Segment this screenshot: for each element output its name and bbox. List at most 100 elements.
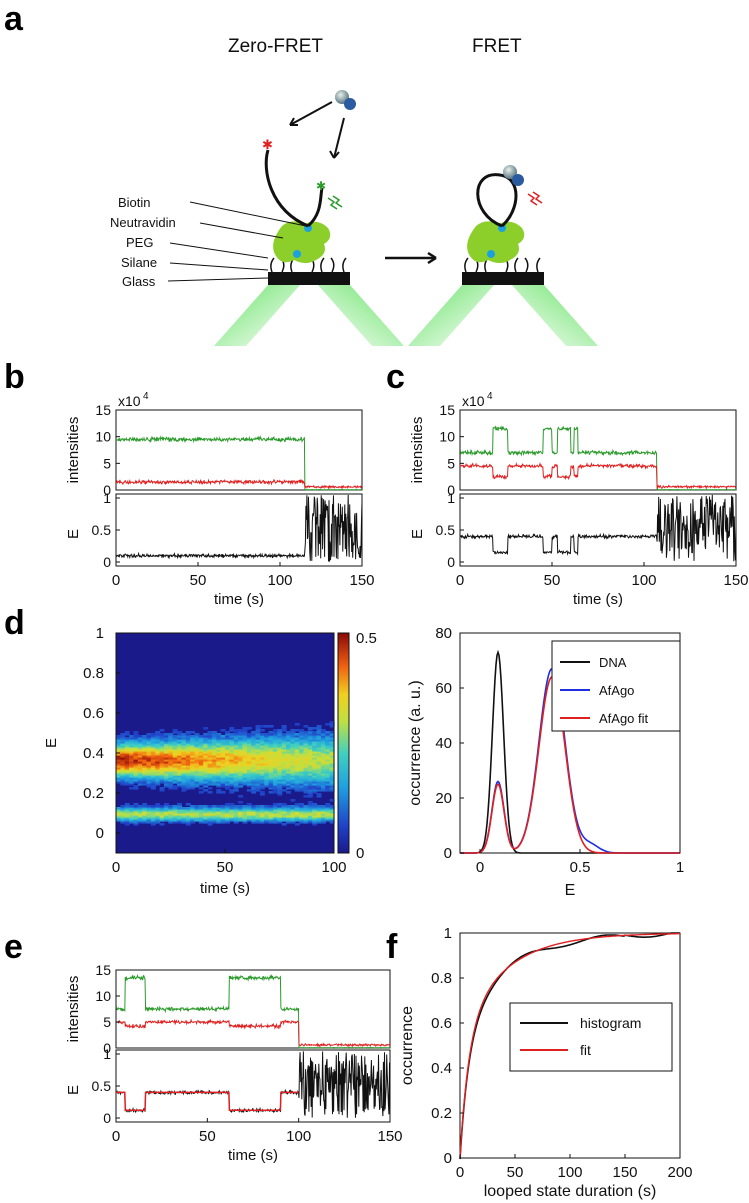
heatmap-cell	[124, 781, 130, 784]
heatmap-cell	[259, 779, 265, 782]
heatmap-cell	[264, 807, 270, 810]
heatmap-cell	[163, 819, 169, 822]
heatmap-cell	[190, 761, 196, 764]
heatmap-cell	[120, 805, 126, 808]
heatmap-cell	[264, 785, 270, 788]
heatmap-cell	[216, 809, 222, 812]
heatmap-cell	[150, 821, 156, 824]
heatmap-cell	[220, 755, 226, 758]
heatmap-cell	[325, 813, 331, 816]
heatmap-cell	[281, 771, 287, 774]
heatmap-cell	[159, 749, 165, 752]
heatmap-cell	[233, 821, 239, 824]
heatmap-cell	[181, 743, 187, 746]
heatmap-cell	[299, 761, 305, 764]
heatmap-cell	[307, 811, 313, 814]
heatmap-cell	[150, 745, 156, 748]
heatmap-cell	[255, 727, 261, 730]
heatmap-cell	[198, 747, 204, 750]
cdf-x-ticklabel-1: 50	[507, 1164, 524, 1181]
heatmap-cell	[307, 819, 313, 822]
cdf-x-ticklabel-2: 100	[557, 1164, 582, 1181]
heatmap-cell	[229, 785, 235, 788]
heatmap-cell	[329, 775, 335, 778]
heatmap-cell	[124, 821, 130, 824]
heatmap-cell	[307, 785, 313, 788]
heatmap-cell	[159, 733, 165, 736]
heatmap-cell	[146, 769, 152, 772]
heatmap-cell	[172, 775, 178, 778]
heatmap-cell	[116, 771, 121, 774]
heatmap-cell	[155, 819, 161, 822]
heatmap-cell	[207, 759, 213, 762]
heatmap-cell	[142, 783, 148, 786]
heatmap-cell	[177, 743, 182, 746]
trace-b-intensity-ylabel: intensities	[65, 417, 82, 484]
heatmap-cell	[181, 815, 187, 818]
heatmap-cell	[124, 745, 130, 748]
heatmap-cell	[307, 745, 313, 748]
heatmap-cell	[233, 737, 239, 740]
heatmap-cell	[290, 781, 296, 784]
heatmap-cell	[194, 765, 200, 768]
cdf-xlabel: looped state duration (s)	[484, 1183, 657, 1200]
heatmap-cell	[155, 769, 161, 772]
heatmap-cell	[142, 735, 148, 738]
heatmap-cell	[264, 759, 270, 762]
heatmap-cell	[203, 807, 209, 810]
heatmap-cell	[155, 815, 161, 818]
heatmap-cell	[177, 821, 182, 824]
heatmap-cell	[185, 753, 191, 756]
heatmap-cell	[116, 757, 121, 760]
trace-c-intensity-y-ticklabel-0: 0	[447, 482, 455, 498]
heatmap-cell	[124, 823, 130, 826]
heatmap-cell	[238, 767, 244, 770]
heatmap-cell	[320, 749, 326, 752]
heatmap-cell	[329, 781, 335, 784]
heatmap-cell	[312, 757, 318, 760]
trace-b-intensity-y-ticklabel-1: 5	[103, 455, 111, 471]
heatmap-cell	[320, 771, 326, 774]
heatmap-cell	[198, 767, 204, 770]
heatmap-cell	[286, 821, 291, 824]
laser-beam-left-2	[408, 285, 494, 346]
heatmap-cell	[233, 745, 239, 748]
heatmap-cell	[133, 803, 139, 806]
heatmap-cell	[268, 787, 274, 790]
panel-label-f: f	[386, 928, 398, 966]
heatmap-cell	[229, 817, 235, 820]
heatmap-cell	[312, 803, 318, 806]
heatmap-cell	[168, 817, 174, 820]
heatmap-cell	[242, 775, 248, 778]
heatmap-cell	[255, 753, 261, 756]
heatmap-cell	[299, 733, 305, 736]
heatmap-cell	[307, 737, 313, 740]
heatmap-cell	[294, 747, 300, 750]
heatmap-cell	[303, 749, 309, 752]
heatmap-cell	[316, 795, 322, 798]
heatmap-cell	[220, 805, 226, 808]
heatmap-cell	[259, 725, 265, 728]
heatmap-cell	[116, 747, 121, 750]
heatmap-cell	[211, 755, 217, 758]
heatmap-cell	[233, 769, 239, 772]
heatmap-cell	[159, 765, 165, 768]
heatmap-cell	[320, 821, 326, 824]
heatmap-cell	[272, 749, 278, 752]
heatmap-cell	[259, 729, 265, 732]
cdf-legend-label-1: fit	[580, 1042, 591, 1058]
heatmap-cell	[146, 777, 152, 780]
heatmap-cell	[168, 763, 174, 766]
heatmap-cell	[124, 757, 130, 760]
heatmap-cell	[133, 779, 139, 782]
heatmap-cell	[211, 813, 217, 816]
heatmap-cell	[229, 809, 235, 812]
heatmap-cell	[177, 737, 182, 740]
heatmap-cell	[207, 739, 213, 742]
trace-b-scale-label: x10	[118, 393, 141, 409]
trace-c-intensity-y-ticklabel-3: 15	[439, 402, 455, 418]
heatmap-cell	[116, 743, 121, 746]
heatmap-cell	[268, 821, 274, 824]
heatmap-cell	[133, 747, 139, 750]
heatmap-cell	[272, 763, 278, 766]
